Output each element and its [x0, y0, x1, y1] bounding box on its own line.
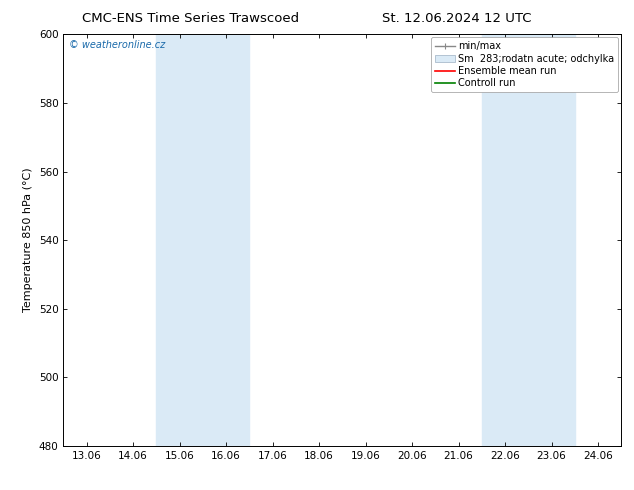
- Legend: min/max, Sm  283;rodatn acute; odchylka, Ensemble mean run, Controll run: min/max, Sm 283;rodatn acute; odchylka, …: [431, 37, 618, 92]
- Text: CMC-ENS Time Series Trawscoed: CMC-ENS Time Series Trawscoed: [82, 12, 299, 25]
- Text: St. 12.06.2024 12 UTC: St. 12.06.2024 12 UTC: [382, 12, 531, 25]
- Bar: [482, 34, 575, 446]
- Y-axis label: Temperature 850 hPa (°C): Temperature 850 hPa (°C): [23, 168, 33, 313]
- Bar: [157, 34, 249, 446]
- Text: © weatheronline.cz: © weatheronline.cz: [69, 41, 165, 50]
